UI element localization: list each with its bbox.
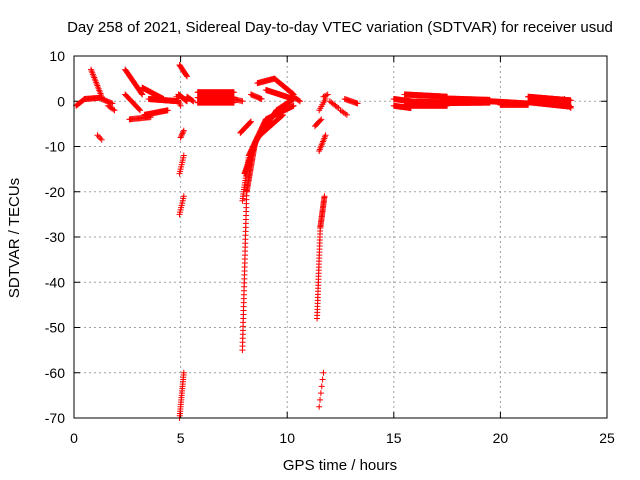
data-point [320,369,327,376]
data-point [180,193,187,200]
data-point [178,133,185,140]
data-point [279,111,286,118]
data-point [333,103,340,110]
data-point [177,102,184,109]
data-point [183,72,190,79]
data-point [321,92,328,99]
x-tick-labels: 0 5 10 15 20 25 [70,430,615,446]
x-tick-label: 0 [70,430,78,446]
x-axis-label: GPS time / hours [283,457,397,474]
y-tick-label: -20 [45,184,65,200]
y-axis-label: SDTVAR / TECUs [6,178,23,298]
data-point [247,118,254,125]
x-tick-label: 10 [279,430,295,446]
data-point [324,91,331,98]
data-point [323,92,330,99]
x-tick-label: 5 [177,430,185,446]
x-tick-label: 20 [493,430,509,446]
data-point [190,98,197,105]
data-point [180,152,187,159]
y-tick-label: -60 [45,365,65,381]
y-tick-label: -10 [45,139,65,155]
data-point [317,117,324,124]
data-point [321,193,328,200]
chart-title: Day 258 of 2021, Sidereal Day-to-day VTE… [67,19,613,36]
data-point [258,95,265,102]
data-point [180,129,187,136]
data-point [97,135,104,142]
data-point [317,396,324,403]
data-point [230,89,237,96]
data-point [567,97,574,104]
y-tick-labels: 10 0 -10 -20 -30 -40 -50 -60 -70 [45,48,65,426]
data-point [239,98,246,105]
plot-frame [73,55,608,419]
data-point [180,369,187,376]
data-point [183,73,190,80]
data-point [94,132,101,139]
y-tick-label: -50 [45,320,65,336]
data-point [319,376,326,383]
data-point [138,90,145,97]
data-point [178,131,185,138]
data-point [317,390,324,397]
data-point [111,107,118,114]
grid-lines [74,56,607,418]
data-point [98,136,105,143]
data-point [290,95,297,102]
data-point [322,132,329,139]
data-point [164,107,171,114]
data-point [247,119,254,126]
data-point [296,98,303,105]
data-point [246,119,253,126]
data-points [73,62,574,421]
data-point [318,116,325,123]
data-point [137,107,144,114]
data-point [136,106,143,113]
data-point [189,97,196,104]
data-point [95,133,102,140]
data-point [567,105,574,112]
data-point [180,127,187,134]
data-point [316,403,323,410]
data-point [289,90,296,97]
data-point [177,134,184,141]
data-point [110,106,117,113]
data-point [343,111,350,118]
data-point [318,383,325,390]
y-tick-label: 0 [57,93,65,109]
x-tick-label: 25 [599,430,615,446]
data-point [139,91,146,98]
y-tick-label: 10 [49,48,65,64]
y-tick-label: -40 [45,274,65,290]
data-point [179,130,186,137]
data-point [295,97,302,104]
data-point [354,100,361,107]
data-point [566,103,573,110]
y-tick-label: -30 [45,229,65,245]
x-tick-label: 15 [386,430,402,446]
data-point [290,102,297,109]
y-tick-label: -70 [45,410,65,426]
